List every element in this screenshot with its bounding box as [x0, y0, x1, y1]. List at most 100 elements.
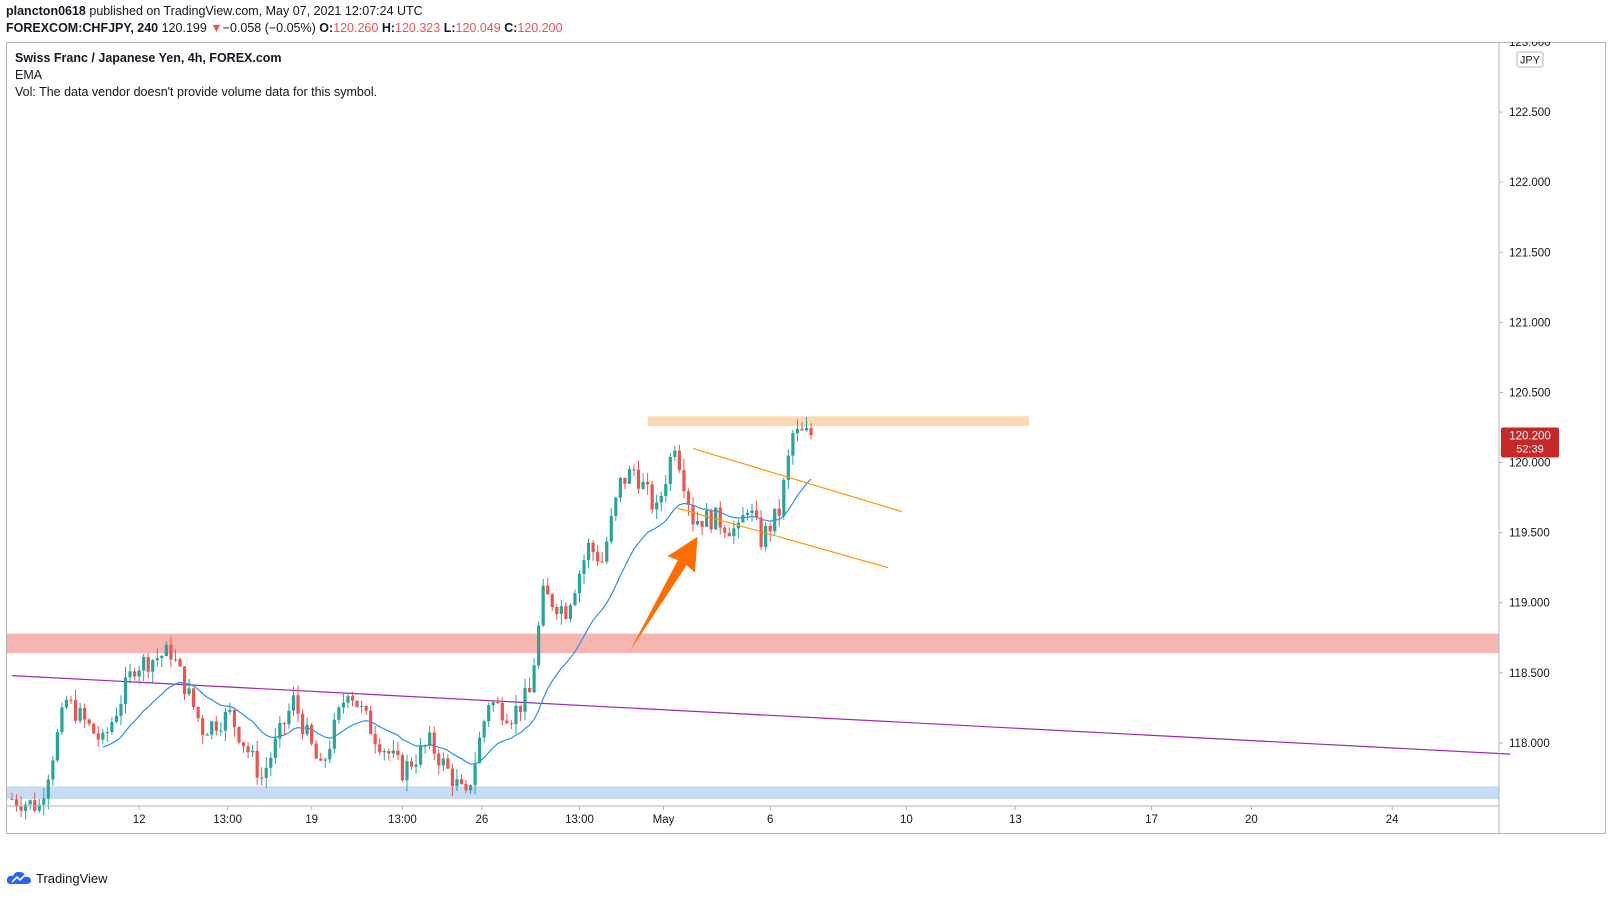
candle-down [83, 708, 87, 720]
candle-up [541, 585, 545, 626]
candle-up [164, 644, 168, 656]
candle-down [646, 481, 650, 485]
candle-up [55, 732, 59, 761]
publish-info: plancton0618 published on TradingView.co… [6, 4, 423, 18]
candle-up [609, 515, 613, 542]
candle-up [51, 760, 55, 780]
candle-down [196, 707, 200, 719]
candle-down [632, 469, 636, 471]
candle-down [387, 751, 391, 754]
candle-up [741, 514, 745, 523]
ema-legend[interactable]: EMA [15, 68, 43, 82]
candle-up [205, 734, 209, 736]
candle-down [546, 585, 550, 595]
candle-up [573, 593, 577, 606]
candle-up [337, 707, 341, 720]
candle-down [364, 705, 368, 711]
candle-up [705, 510, 709, 527]
price-tick-label: 121.500 [1509, 247, 1551, 259]
bar-countdown: 52:39 [1516, 444, 1544, 456]
candle-down [527, 688, 532, 693]
time-tick-label: 17 [1145, 814, 1158, 826]
candle-up [514, 705, 518, 725]
publish-text: published on TradingView.com, May 07, 20… [89, 4, 423, 18]
candle-up [382, 751, 386, 753]
candle-up [782, 480, 786, 516]
candle-down [300, 713, 305, 735]
candle-up [223, 711, 227, 731]
candle-down [373, 733, 377, 745]
candle-up [291, 695, 296, 711]
candle-down [446, 758, 450, 769]
candle-up [359, 705, 364, 707]
candle-up [455, 779, 459, 787]
chart-area[interactable]: 123.000 122.500 122.000 121.500 121.000 120.5… [6, 42, 1606, 865]
change-value: −0.058 (−0.05%) [222, 21, 316, 35]
candle-up [391, 750, 395, 754]
candle-up [119, 704, 123, 716]
candle-up [586, 542, 591, 561]
candle-down [686, 491, 691, 505]
last-price: 120.199 [161, 21, 207, 35]
time-tick-label: May [653, 814, 675, 826]
candle-down [260, 777, 264, 779]
candle-up [618, 477, 622, 498]
candle-up [78, 708, 82, 721]
candle-up [523, 688, 527, 712]
candle-down [809, 428, 813, 436]
symbol-ohlc-line: FOREXCOM:CHFJPY, 240 120.199 ▼−0.058 (−0… [6, 21, 563, 35]
candle-down [237, 727, 241, 743]
brand-name: TradingView [36, 870, 108, 886]
candle-up [251, 750, 255, 753]
candle-down [496, 702, 500, 704]
time-tick-label: 24 [1386, 814, 1399, 826]
candle-down [682, 469, 686, 492]
candle-up [468, 785, 473, 791]
candle-up [228, 710, 232, 712]
tradingview-logo[interactable]: TradingView [6, 870, 108, 886]
candle-down [450, 768, 454, 787]
candle-down [369, 710, 373, 734]
candle-up [668, 457, 672, 484]
time-tick-label: 13:00 [213, 814, 242, 826]
time-tick-label: 12 [133, 814, 146, 826]
price-tick-label: 120.000 [1509, 458, 1551, 470]
candle-up [732, 528, 736, 537]
candle-down [182, 666, 187, 695]
candle-up [273, 738, 277, 758]
candle-up [441, 758, 445, 766]
price-tick-label: 121.000 [1509, 317, 1551, 329]
candle-up [264, 767, 268, 778]
candle-down [201, 718, 205, 735]
candle-up [173, 659, 178, 661]
support-zone [7, 786, 1499, 799]
candle-down [437, 753, 441, 766]
last-price-tag [1501, 427, 1559, 458]
candle-up [428, 732, 432, 746]
price-tick-label: 122.000 [1509, 177, 1551, 189]
candle-down [700, 520, 704, 527]
volume-legend: Vol: The data vendor doesn't provide vol… [15, 85, 378, 99]
candle-up [305, 724, 309, 735]
candle-down [723, 527, 727, 533]
candle-up [278, 722, 282, 739]
candle-down [132, 671, 137, 677]
candle-down [505, 720, 509, 724]
time-tick-label: 13:00 [565, 814, 594, 826]
candle-up [786, 455, 790, 481]
candle-down [355, 700, 359, 707]
candle-up [745, 512, 750, 515]
candle-up [105, 731, 109, 733]
candle-up [128, 671, 132, 678]
up-arrow-icon [629, 536, 698, 652]
trendline [11, 675, 1511, 755]
candle-up [328, 748, 332, 760]
chart-canvas[interactable]: 123.000 122.500 122.000 121.500 121.000 120.5… [6, 42, 1606, 865]
candle-up [323, 759, 327, 761]
time-tick-label: 20 [1245, 814, 1258, 826]
candle-up [64, 699, 69, 708]
candle-down [409, 761, 414, 767]
price-tick-label: 120.500 [1509, 387, 1551, 399]
candle-down [677, 450, 681, 470]
candle-down [500, 702, 504, 721]
